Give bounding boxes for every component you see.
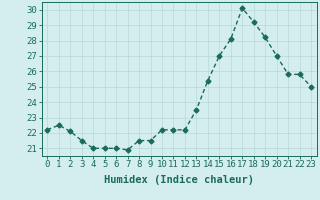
X-axis label: Humidex (Indice chaleur): Humidex (Indice chaleur) (104, 175, 254, 185)
